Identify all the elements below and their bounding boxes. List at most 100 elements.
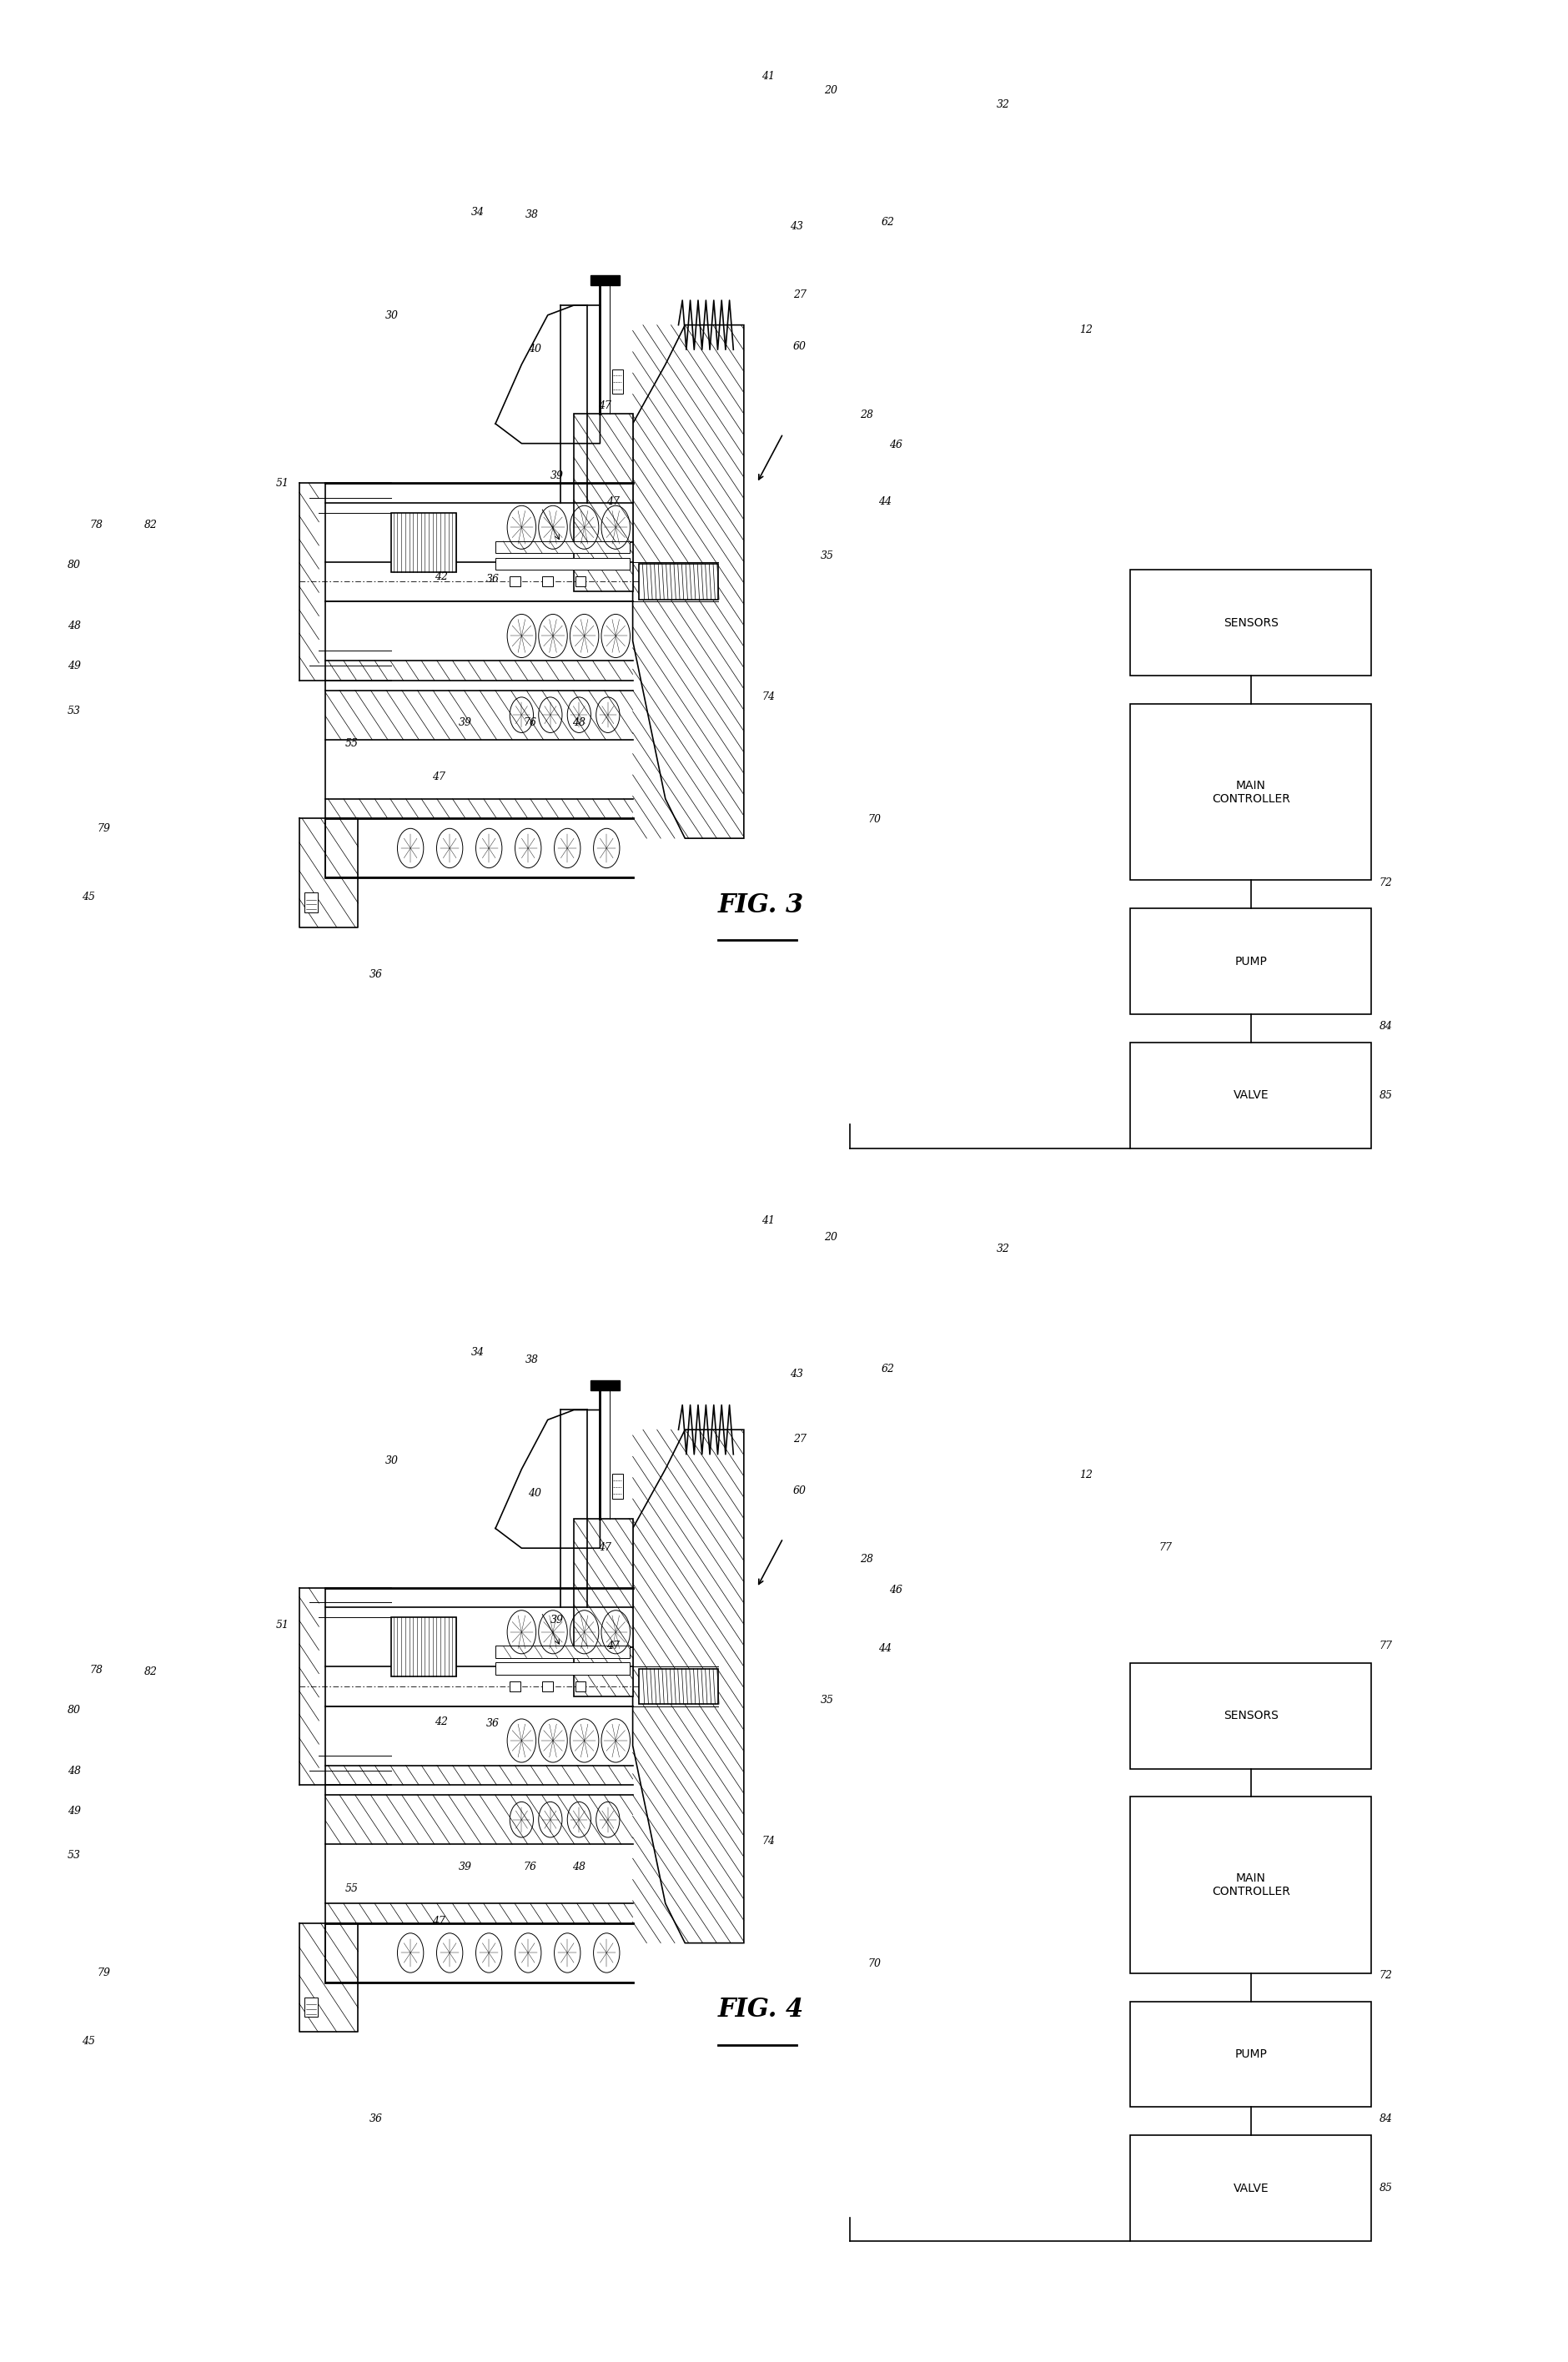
Text: 39: 39 bbox=[550, 470, 563, 482]
Bar bbox=[574, 1519, 633, 1646]
Text: 85: 85 bbox=[1380, 1089, 1392, 1101]
Bar bbox=[510, 1682, 521, 1691]
Bar bbox=[612, 1474, 622, 1500]
Text: 47: 47 bbox=[431, 1916, 445, 1927]
Text: 47: 47 bbox=[599, 1542, 612, 1554]
Text: 45: 45 bbox=[82, 890, 96, 902]
Text: 32: 32 bbox=[997, 1245, 1010, 1254]
Bar bbox=[495, 1646, 629, 1658]
Text: VALVE: VALVE bbox=[1232, 1089, 1269, 1101]
Text: 72: 72 bbox=[1380, 876, 1392, 888]
Text: 35: 35 bbox=[822, 1696, 834, 1705]
Bar bbox=[390, 513, 456, 572]
Polygon shape bbox=[590, 276, 619, 286]
Text: 42: 42 bbox=[434, 1717, 448, 1727]
Polygon shape bbox=[633, 326, 743, 839]
Text: 70: 70 bbox=[867, 1958, 881, 1970]
Text: 36: 36 bbox=[370, 2114, 383, 2123]
Text: 27: 27 bbox=[793, 291, 806, 300]
Text: 43: 43 bbox=[790, 222, 803, 231]
Bar bbox=[495, 1663, 629, 1675]
Bar bbox=[1131, 2001, 1372, 2107]
Bar bbox=[1131, 1042, 1372, 1148]
Text: 82: 82 bbox=[144, 1668, 157, 1677]
Text: 85: 85 bbox=[1380, 2182, 1392, 2194]
Text: 80: 80 bbox=[67, 1705, 82, 1715]
Text: 41: 41 bbox=[762, 71, 775, 83]
Text: 60: 60 bbox=[793, 340, 806, 352]
Text: 47: 47 bbox=[607, 496, 619, 508]
Text: 48: 48 bbox=[67, 621, 82, 631]
Bar bbox=[574, 413, 633, 543]
Bar bbox=[575, 1682, 586, 1691]
Text: VALVE: VALVE bbox=[1232, 2182, 1269, 2194]
Text: 48: 48 bbox=[572, 1861, 585, 1873]
Text: 36: 36 bbox=[486, 574, 500, 586]
Bar bbox=[390, 1618, 456, 1677]
Text: 76: 76 bbox=[524, 718, 536, 727]
Text: 48: 48 bbox=[572, 718, 585, 727]
Text: 28: 28 bbox=[859, 409, 873, 420]
Text: 78: 78 bbox=[89, 520, 103, 531]
Bar bbox=[1131, 909, 1372, 1013]
Text: MAIN
CONTROLLER: MAIN CONTROLLER bbox=[1212, 779, 1290, 805]
Text: 53: 53 bbox=[67, 706, 82, 716]
Bar bbox=[575, 576, 586, 586]
Bar bbox=[1131, 704, 1372, 881]
Bar bbox=[304, 1998, 318, 2017]
Text: 44: 44 bbox=[878, 1644, 892, 1653]
Text: FIG. 4: FIG. 4 bbox=[718, 1996, 804, 2022]
Polygon shape bbox=[633, 1429, 743, 1944]
Text: 28: 28 bbox=[859, 1554, 873, 1566]
Text: 77: 77 bbox=[1159, 1542, 1171, 1554]
Text: 32: 32 bbox=[997, 99, 1010, 111]
Bar bbox=[495, 541, 629, 553]
Text: 62: 62 bbox=[881, 1363, 895, 1375]
Text: 46: 46 bbox=[889, 1585, 903, 1594]
Bar bbox=[304, 893, 318, 912]
Bar bbox=[1131, 1797, 1372, 1972]
Text: 70: 70 bbox=[867, 813, 881, 824]
Text: MAIN
CONTROLLER: MAIN CONTROLLER bbox=[1212, 1873, 1290, 1897]
Text: 34: 34 bbox=[470, 1346, 485, 1358]
Text: 43: 43 bbox=[790, 1368, 803, 1379]
Text: 35: 35 bbox=[822, 550, 834, 562]
Bar bbox=[510, 576, 521, 586]
Bar bbox=[612, 368, 622, 394]
Text: 38: 38 bbox=[525, 1353, 538, 1365]
Text: 51: 51 bbox=[276, 1620, 290, 1630]
Text: 72: 72 bbox=[1380, 1970, 1392, 1982]
Text: FIG. 3: FIG. 3 bbox=[718, 893, 804, 919]
Text: 48: 48 bbox=[67, 1764, 82, 1776]
Text: 80: 80 bbox=[67, 560, 82, 572]
Polygon shape bbox=[590, 1379, 619, 1391]
Bar bbox=[543, 576, 554, 586]
Text: 78: 78 bbox=[89, 1665, 103, 1675]
Text: 47: 47 bbox=[599, 399, 612, 411]
Bar bbox=[574, 543, 633, 590]
Text: 39: 39 bbox=[458, 1861, 472, 1873]
Text: 40: 40 bbox=[528, 1488, 541, 1500]
Text: 62: 62 bbox=[881, 217, 895, 227]
Text: 79: 79 bbox=[97, 1968, 110, 1979]
Text: 74: 74 bbox=[762, 1835, 775, 1847]
Bar bbox=[1131, 1663, 1372, 1769]
Text: 30: 30 bbox=[386, 312, 398, 321]
Bar bbox=[640, 1668, 718, 1703]
Text: 84: 84 bbox=[1380, 1020, 1392, 1032]
Text: 44: 44 bbox=[878, 496, 892, 508]
Text: 38: 38 bbox=[525, 210, 538, 220]
Text: 51: 51 bbox=[276, 477, 290, 489]
Text: 45: 45 bbox=[82, 2036, 96, 2048]
Text: 42: 42 bbox=[434, 572, 448, 583]
Text: PUMP: PUMP bbox=[1234, 954, 1267, 966]
Text: 55: 55 bbox=[345, 739, 358, 749]
Text: 12: 12 bbox=[1079, 324, 1093, 335]
Text: 47: 47 bbox=[431, 772, 445, 782]
Bar bbox=[543, 1682, 554, 1691]
Bar bbox=[574, 1646, 633, 1696]
Bar bbox=[1131, 569, 1372, 676]
Text: 53: 53 bbox=[67, 1849, 82, 1861]
Text: SENSORS: SENSORS bbox=[1223, 616, 1278, 628]
Text: 39: 39 bbox=[550, 1616, 563, 1625]
